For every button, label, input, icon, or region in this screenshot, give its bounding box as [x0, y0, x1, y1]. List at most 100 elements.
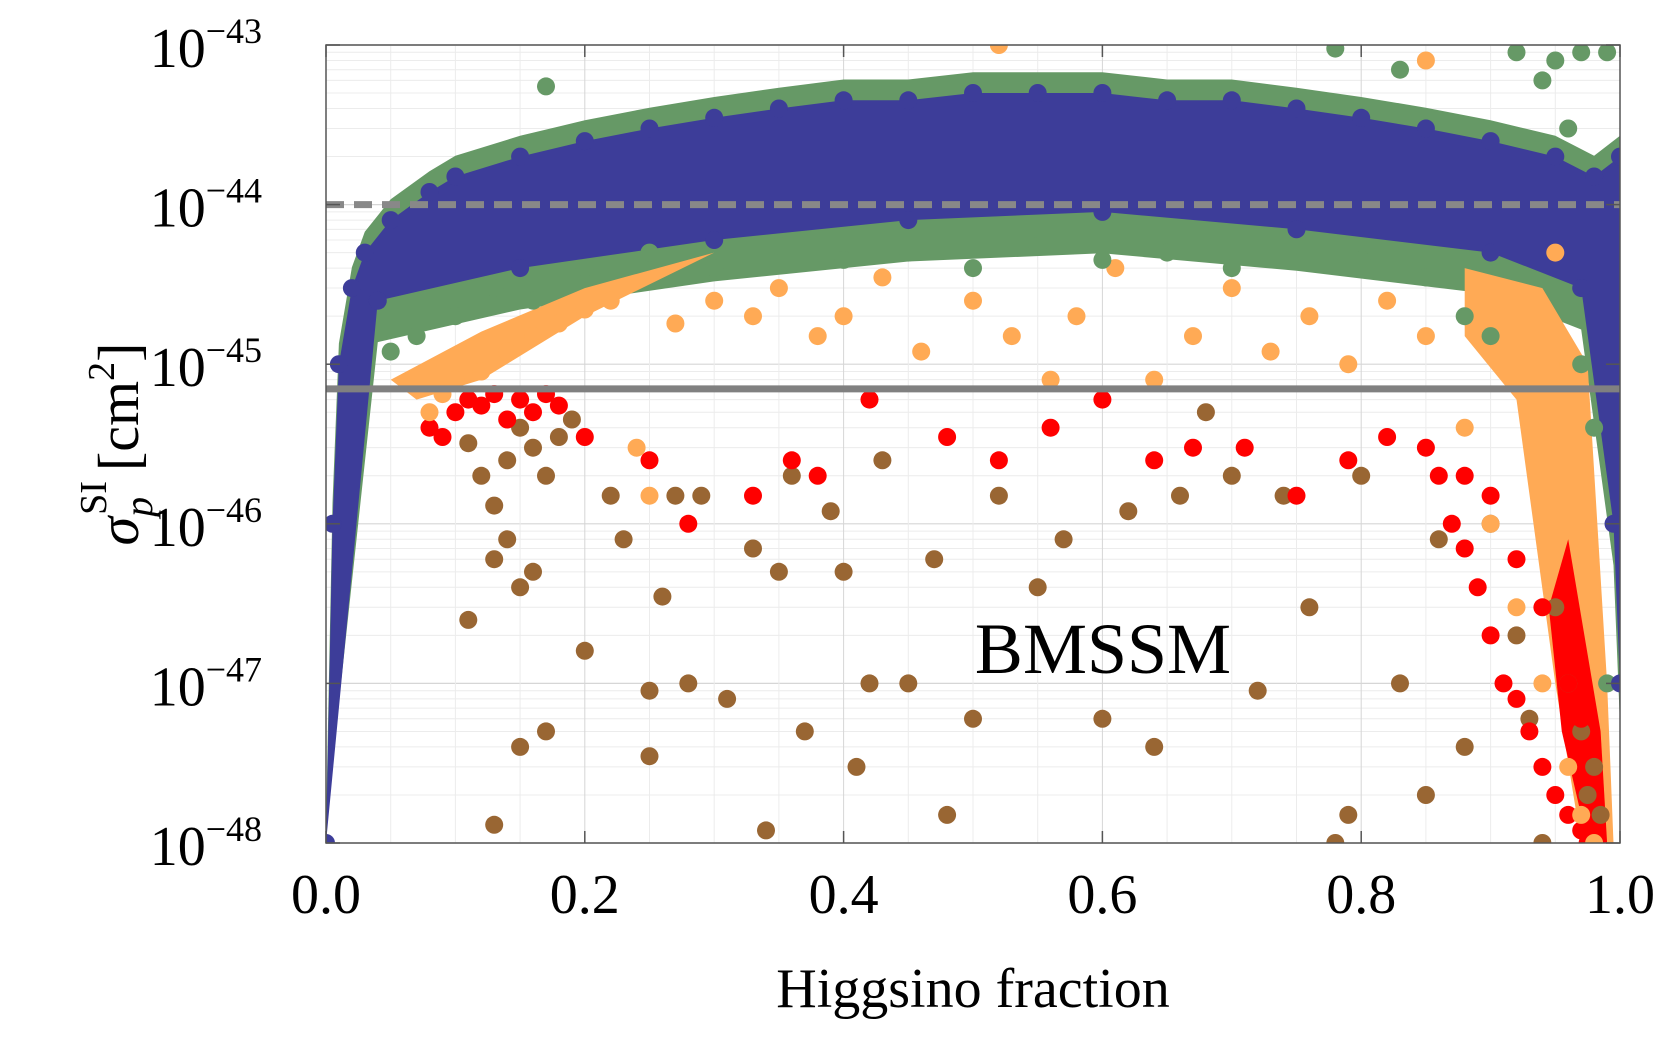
data-point	[342, 279, 361, 298]
data-point	[1585, 418, 1604, 437]
data-point	[989, 45, 1008, 54]
data-point	[485, 496, 504, 515]
data-point	[873, 268, 892, 287]
data-point	[1507, 598, 1526, 617]
data-point	[744, 539, 762, 558]
data-point	[769, 237, 788, 255]
data-point	[653, 587, 672, 606]
data-point	[381, 211, 400, 230]
data-point	[1119, 502, 1138, 521]
data-point	[1559, 674, 1578, 693]
data-point	[964, 709, 982, 728]
y-tick-base: 10	[150, 656, 206, 718]
data-point	[1559, 757, 1578, 776]
data-point	[1572, 355, 1591, 374]
data-point	[524, 403, 542, 422]
data-point	[1287, 99, 1306, 118]
data-point	[964, 259, 982, 278]
y-tick-label: 10−45	[150, 330, 262, 399]
x-tick-label: 0.6	[1067, 864, 1137, 926]
y-axis-unit: [cm	[86, 381, 151, 471]
data-point	[1326, 834, 1345, 843]
y-tick-exponent: −43	[206, 11, 262, 51]
data-point	[834, 91, 853, 110]
data-point	[498, 530, 517, 549]
y-axis-unit-close: ]	[86, 343, 151, 362]
data-point	[1106, 259, 1125, 278]
data-point	[562, 410, 581, 429]
data-point	[834, 307, 853, 326]
data-point	[679, 674, 698, 693]
data-point	[524, 327, 542, 346]
y-tick-base: 10	[150, 337, 206, 399]
blue-band	[326, 93, 1620, 843]
data-point	[1326, 45, 1345, 58]
data-point	[1546, 243, 1565, 262]
data-point	[1559, 355, 1578, 374]
data-point	[899, 674, 918, 693]
data-point	[511, 259, 530, 278]
data-point	[1287, 237, 1306, 255]
data-point	[899, 91, 918, 110]
data-point	[640, 451, 659, 470]
y-axis-subscript: p	[116, 497, 161, 520]
data-point	[1416, 438, 1435, 457]
data-point	[1002, 327, 1021, 346]
data-point	[1222, 279, 1241, 298]
data-point	[1520, 722, 1539, 741]
data-point	[1222, 91, 1241, 110]
data-point	[524, 562, 542, 581]
data-point	[1533, 71, 1552, 90]
data-point	[899, 211, 918, 230]
data-point	[1481, 243, 1500, 262]
data-point	[1585, 834, 1604, 843]
data-point	[1507, 626, 1526, 645]
data-point	[1533, 834, 1552, 843]
data-point	[938, 428, 957, 446]
y-axis-symbol: σ	[86, 514, 151, 545]
data-point	[1572, 722, 1591, 741]
y-tick-exponent: −46	[206, 490, 262, 530]
data-point	[1222, 259, 1241, 278]
data-point	[537, 77, 555, 96]
x-tick-labels: 0.0 0.2 0.4 0.6 0.8 1.0	[291, 864, 1655, 926]
y-tick-label: 10−48	[150, 809, 262, 878]
data-point	[485, 279, 504, 298]
y-tick-exponent: −44	[206, 171, 262, 211]
data-point	[1261, 342, 1280, 361]
data-point	[1391, 60, 1409, 79]
x-tick-label: 0.2	[550, 864, 620, 926]
data-point	[679, 514, 698, 533]
data-point	[1067, 307, 1086, 326]
data-point	[511, 390, 530, 409]
data-point	[1416, 119, 1435, 138]
data-point	[1093, 390, 1112, 409]
data-point	[1559, 119, 1578, 138]
data-point	[524, 438, 542, 457]
data-point	[498, 410, 517, 429]
y-tick-exponent: −47	[206, 649, 262, 689]
data-point	[381, 342, 400, 361]
data-point	[821, 502, 840, 521]
data-point	[614, 530, 633, 549]
data-point	[1145, 370, 1164, 389]
data-point	[1352, 108, 1371, 127]
data-point	[575, 259, 594, 278]
data-point	[1481, 327, 1500, 346]
data-point	[1546, 786, 1565, 804]
data-point	[834, 562, 853, 581]
data-point	[1054, 530, 1073, 549]
data-point	[498, 342, 517, 361]
y-axis-superscript: SI	[73, 481, 115, 515]
data-point	[873, 451, 892, 470]
data-point	[601, 486, 620, 505]
data-point	[1455, 737, 1474, 756]
data-point	[808, 466, 827, 485]
data-point	[1287, 220, 1306, 239]
data-point	[1520, 709, 1539, 728]
data-point	[420, 418, 439, 437]
data-point	[705, 108, 724, 127]
data-point	[795, 722, 814, 741]
data-point	[1378, 291, 1397, 310]
data-point	[1455, 307, 1474, 326]
